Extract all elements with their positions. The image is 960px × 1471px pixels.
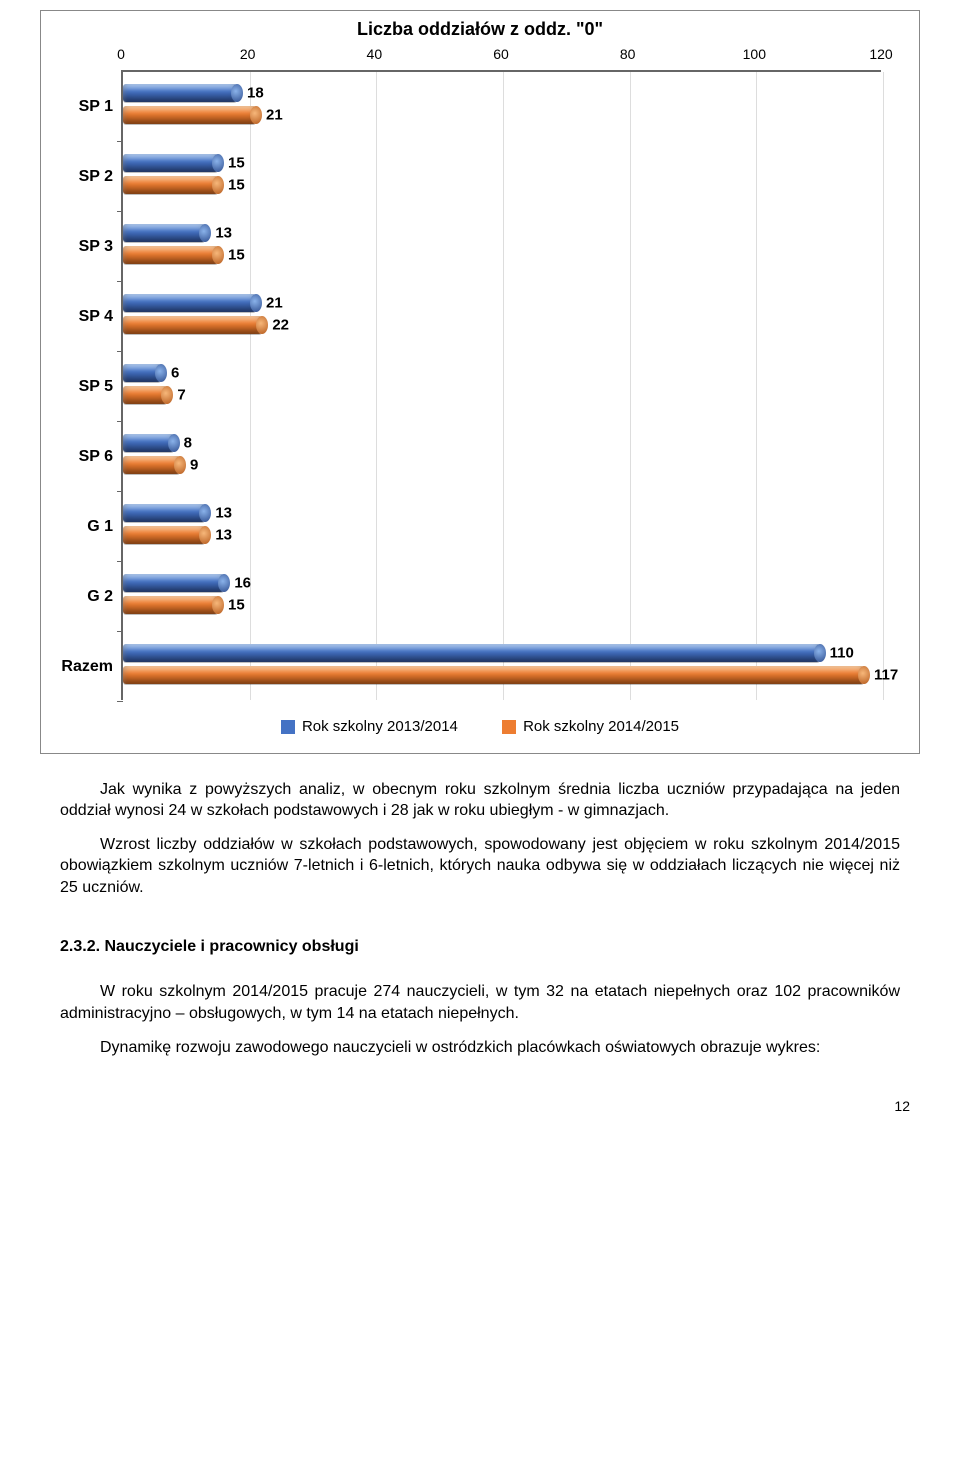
legend-item-b: Rok szkolny 2014/2015 xyxy=(502,718,679,735)
chart-plot: 020406080100120 SP 11821SP 21515SP 31315… xyxy=(41,46,919,700)
paragraph-1: Jak wynika z powyższych analiz, w obecny… xyxy=(60,779,900,822)
grid-line-h xyxy=(117,701,123,702)
bar-group: G 11313 xyxy=(123,492,881,562)
bar-value-a: 13 xyxy=(215,505,232,522)
bar-group: Razem110117 xyxy=(123,632,881,702)
y-category-label: G 1 xyxy=(43,518,113,536)
bar-value-a: 18 xyxy=(247,85,264,102)
bar-series-a: 8 xyxy=(123,434,174,452)
section-number: 2.3.2. xyxy=(60,938,100,955)
bar-series-a: 13 xyxy=(123,504,205,522)
bar-value-a: 6 xyxy=(171,365,179,382)
bar-value-a: 8 xyxy=(184,435,192,452)
bar-value-b: 21 xyxy=(266,107,283,124)
y-category-label: SP 1 xyxy=(43,98,113,116)
bar-group: SP 21515 xyxy=(123,142,881,212)
bar-group: SP 567 xyxy=(123,352,881,422)
legend-swatch-a xyxy=(281,720,295,734)
y-category-label: G 2 xyxy=(43,588,113,606)
x-tick: 20 xyxy=(240,46,256,62)
bar-series-b: 9 xyxy=(123,456,180,474)
y-category-label: SP 5 xyxy=(43,378,113,396)
bar-value-a: 15 xyxy=(228,155,245,172)
bar-series-b: 15 xyxy=(123,176,218,194)
section-heading: 2.3.2. Nauczyciele i pracownicy obsługi xyxy=(60,938,900,956)
bar-value-a: 21 xyxy=(266,295,283,312)
x-tick: 40 xyxy=(367,46,383,62)
bar-value-b: 22 xyxy=(272,317,289,334)
y-category-label: SP 4 xyxy=(43,308,113,326)
bar-group: G 21615 xyxy=(123,562,881,632)
bar-series-a: 15 xyxy=(123,154,218,172)
bar-value-b: 7 xyxy=(177,387,185,404)
bar-value-b: 15 xyxy=(228,247,245,264)
paragraph-3: W roku szkolnym 2014/2015 pracuje 274 na… xyxy=(60,981,900,1024)
x-axis: 020406080100120 xyxy=(121,46,879,70)
page-number: 12 xyxy=(0,1098,910,1114)
legend: Rok szkolny 2013/2014 Rok szkolny 2014/2… xyxy=(41,718,919,738)
bar-value-a: 16 xyxy=(234,575,251,592)
bar-series-b: 117 xyxy=(123,666,864,684)
plot-area: SP 11821SP 21515SP 31315SP 42122SP 567SP… xyxy=(121,70,881,700)
y-category-label: SP 3 xyxy=(43,238,113,256)
paragraph-4: Dynamikę rozwoju zawodowego nauczycieli … xyxy=(60,1037,900,1059)
y-category-label: SP 6 xyxy=(43,448,113,466)
x-tick: 0 xyxy=(117,46,125,62)
y-category-label: Razem xyxy=(43,658,113,676)
legend-label-a: Rok szkolny 2013/2014 xyxy=(302,718,458,735)
x-tick: 80 xyxy=(620,46,636,62)
bar-series-b: 21 xyxy=(123,106,256,124)
x-tick: 100 xyxy=(743,46,766,62)
bar-group: SP 42122 xyxy=(123,282,881,352)
bar-series-a: 110 xyxy=(123,644,820,662)
legend-label-b: Rok szkolny 2014/2015 xyxy=(523,718,679,735)
bar-series-b: 7 xyxy=(123,386,167,404)
x-tick: 120 xyxy=(869,46,892,62)
chart: Liczba oddziałów z oddz. "0" 0 20 40 60 80 10… xyxy=(40,10,920,754)
paragraph-2: Wzrost liczby oddziałów w szkołach podst… xyxy=(60,834,900,899)
x-tick: 60 xyxy=(493,46,509,62)
bar-series-a: 16 xyxy=(123,574,224,592)
bar-series-b: 22 xyxy=(123,316,262,334)
body-text-1: Jak wynika z powyższych analiz, w obecny… xyxy=(60,779,900,899)
y-category-label: SP 2 xyxy=(43,168,113,186)
bar-group: SP 689 xyxy=(123,422,881,492)
bar-group: SP 31315 xyxy=(123,212,881,282)
bar-group: SP 11821 xyxy=(123,72,881,142)
grid-line xyxy=(883,72,884,700)
bar-series-b: 13 xyxy=(123,526,205,544)
chart-title: Liczba oddziałów z oddz. "0" xyxy=(41,19,919,40)
bar-series-a: 21 xyxy=(123,294,256,312)
bar-series-b: 15 xyxy=(123,596,218,614)
bar-value-b: 13 xyxy=(215,527,232,544)
bar-series-a: 18 xyxy=(123,84,237,102)
bar-series-a: 13 xyxy=(123,224,205,242)
bar-series-b: 15 xyxy=(123,246,218,264)
bar-value-a: 110 xyxy=(830,645,854,662)
bar-value-a: 13 xyxy=(215,225,232,242)
legend-swatch-b xyxy=(502,720,516,734)
bar-series-a: 6 xyxy=(123,364,161,382)
bar-value-b: 9 xyxy=(190,457,198,474)
bar-value-b: 117 xyxy=(874,667,898,684)
bar-value-b: 15 xyxy=(228,177,245,194)
section-title: Nauczyciele i pracownicy obsługi xyxy=(104,938,358,955)
bar-value-b: 15 xyxy=(228,597,245,614)
legend-item-a: Rok szkolny 2013/2014 xyxy=(281,718,458,735)
body-text-2: W roku szkolnym 2014/2015 pracuje 274 na… xyxy=(60,981,900,1058)
